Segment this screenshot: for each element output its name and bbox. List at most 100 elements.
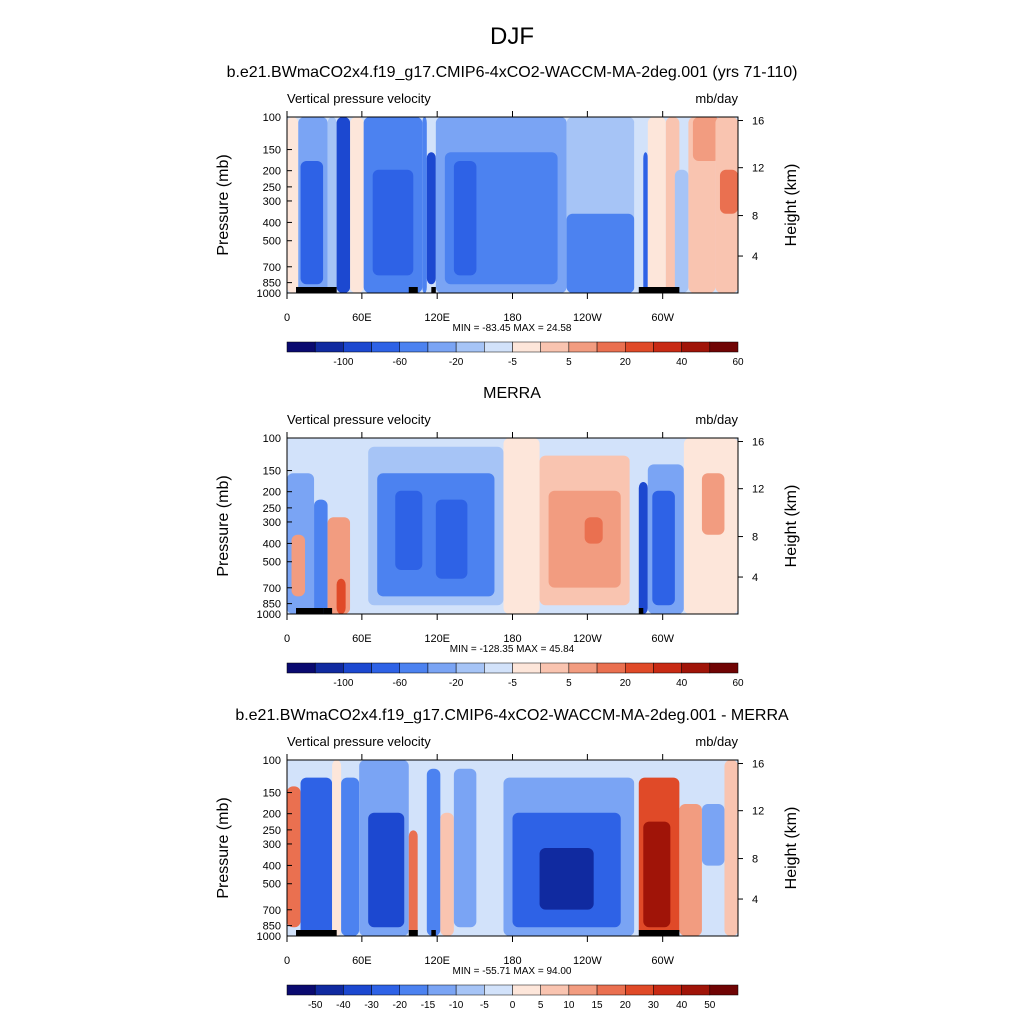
contour-band [629,438,639,614]
lon-tick-label: 120E [424,312,450,324]
lon-tick-label: 60E [352,955,372,967]
pressure-tick-label: 300 [263,517,281,529]
pressure-tick-label: 400 [263,217,281,229]
colorbar-swatch [568,662,598,674]
contour-band [300,777,333,936]
topography [323,608,333,614]
colorbar-label: -5 [508,357,517,368]
lon-tick-label: 120E [424,955,450,967]
pressure-tick-label: 700 [263,583,281,595]
units-label: mb/day [695,734,738,749]
colorbar-swatch [314,662,344,674]
pressure-tick-label: 100 [263,112,281,124]
contour-band [426,152,436,285]
colorbar-swatch [371,662,400,674]
colorbar-swatch [512,984,541,996]
min-max-stats: MIN = -128.35 MAX = 45.84 [450,644,575,655]
colorbar-label: -40 [336,1000,351,1011]
contour-band [674,169,689,293]
contour-band [679,804,702,936]
contour-band [453,768,477,928]
colorbar-label: -5 [480,1000,489,1011]
contour-band [652,490,675,606]
contour-band [701,473,725,535]
colorbar-swatch [625,984,654,996]
colorbar-swatch [681,341,711,353]
topography [296,287,337,293]
colorbar-swatch [568,984,598,996]
pressure-tick-label: 250 [263,825,281,837]
colorbar-swatch [399,662,429,674]
panel-2: MERRA Vertical pressure velocity mb/day 100… [215,385,800,689]
colorbar-label: 60 [732,357,744,368]
pressure-tick-label: 200 [263,487,281,499]
contour-band [476,760,504,936]
colorbar-label: 10 [563,1000,575,1011]
lon-tick-label: 0 [284,633,290,645]
colorbar-label: 50 [704,1000,716,1011]
colorbar-swatch [455,341,485,353]
colorbar: -50 -40 -30 -20 -15 -10 -5 0 5 10 15 20 30 40 50 [286,984,739,1011]
pressure-tick-label: 150 [263,788,281,800]
colorbar-swatch [484,662,513,674]
min-max-stats: MIN = -83.45 MAX = 24.58 [453,323,572,334]
colorbar-swatch [540,662,570,674]
colorbar-swatch [625,341,654,353]
contour-band [287,117,299,293]
contour-band [417,760,427,936]
colorbar-swatch [286,341,316,353]
pressure-tick-label: 850 [263,599,281,611]
colorbar-label: 5 [538,1000,544,1011]
colorbar-label: 40 [676,357,688,368]
lon-tick-label: 0 [284,955,290,967]
pressure-tick-label: 1000 [257,931,281,943]
topography [431,930,436,936]
contour-band [300,161,324,285]
contour-band [422,117,427,293]
contour-band [336,578,346,614]
pressure-tick-label: 300 [263,196,281,208]
colorbar-label: 60 [732,678,744,689]
height-tick-label: 16 [752,437,764,449]
colorbar-label: 5 [566,678,572,689]
lon-tick-label: 60E [352,312,372,324]
contour-band [332,760,342,936]
colorbar-label: 40 [676,1000,688,1011]
height-tick-label: 8 [752,854,758,866]
variable-label: Vertical pressure velocity [287,91,431,106]
colorbar-label: -100 [333,678,353,689]
variable-label: Vertical pressure velocity [287,412,431,427]
pressure-tick-label: 700 [263,262,281,274]
lon-tick-label: 60W [651,312,674,324]
contour-band [372,169,414,276]
height-tick-label: 4 [752,251,758,263]
pressure-tick-label: 200 [263,809,281,821]
colorbar-swatch [343,662,372,674]
y-axis-title: Pressure (mb) [215,154,232,255]
contour-band [634,760,639,936]
colorbar-label: -5 [508,678,517,689]
colorbar-label: 5 [566,357,572,368]
colorbar-swatch [455,984,485,996]
colorbar: -100 -60 -20 -5 5 20 40 60 [286,341,744,368]
pressure-tick-label: 850 [263,921,281,933]
height-tick-label: 12 [752,806,764,818]
pressure-tick-label: 400 [263,538,281,550]
lon-tick-label: 120W [573,633,602,645]
colorbar-label: 20 [620,1000,632,1011]
pressure-tick-label: 250 [263,503,281,515]
topography [638,287,680,293]
panel-title: b.e21.BWmaCO2x4.f19_g17.CMIP6-4xCO2-WACC… [235,707,789,724]
pressure-tick-label: 200 [263,166,281,178]
pressure-tick-label: 300 [263,839,281,851]
contour-band [327,117,337,293]
colorbar-swatch [484,341,513,353]
colorbar-swatch [653,984,682,996]
colorbar-swatch [399,984,429,996]
topography [638,608,644,614]
height-tick-label: 4 [752,894,758,906]
colorbar-swatch [314,984,344,996]
colorbar-swatch [596,341,626,353]
pressure-tick-label: 150 [263,145,281,157]
